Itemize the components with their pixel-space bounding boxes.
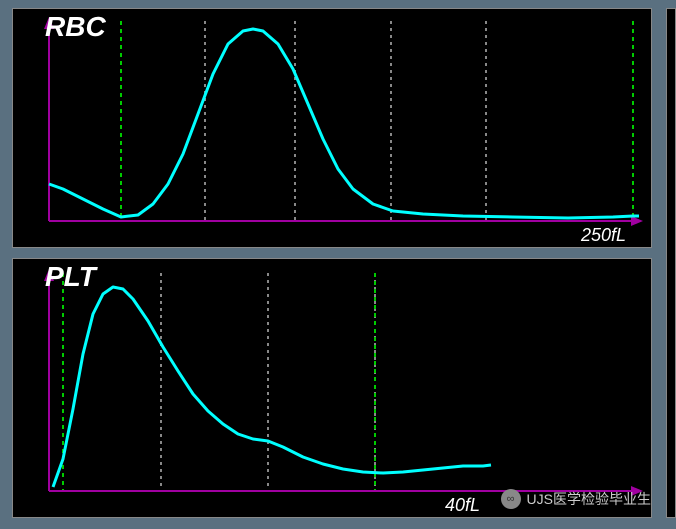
- watermark-text: UJS医学检验毕业生: [527, 489, 651, 509]
- panel-plt: PLT 40fL: [12, 258, 652, 518]
- x-axis-label-rbc: 250fL: [581, 225, 626, 246]
- chart-plt: [13, 259, 653, 519]
- x-axis-label-plt: 40fL: [445, 495, 480, 516]
- side-strip: [666, 8, 676, 518]
- watermark: ∞ UJS医学检验毕业生: [501, 489, 651, 509]
- outer-frame: RBC 250fL PLT 40fL ∞ UJS医学检验毕业生: [0, 0, 676, 529]
- panel-title-rbc: RBC: [45, 11, 106, 43]
- panel-title-plt: PLT: [45, 261, 96, 293]
- chart-rbc: [13, 9, 653, 249]
- watermark-icon: ∞: [501, 489, 521, 509]
- panel-rbc: RBC 250fL: [12, 8, 652, 248]
